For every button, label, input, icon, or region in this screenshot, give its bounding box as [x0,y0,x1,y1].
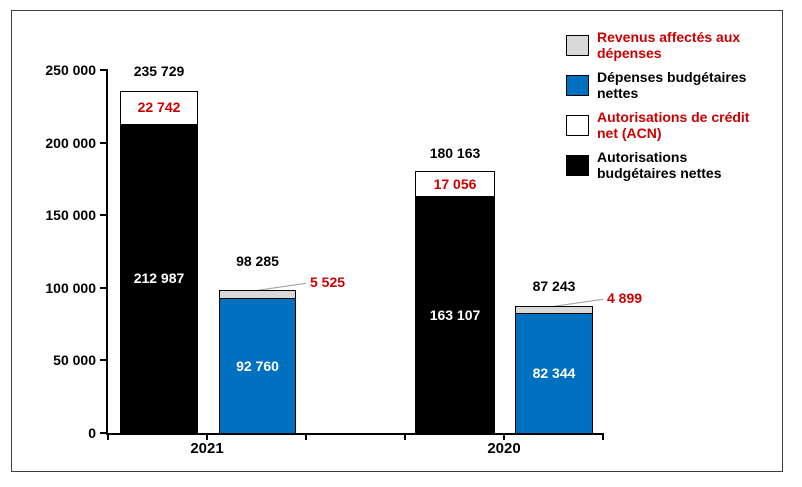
y-axis-tick [100,69,106,71]
y-axis-tick-label: 50 000 [53,352,96,369]
y-axis-tick [100,432,106,434]
bar-total-label: 180 163 [429,145,481,162]
legend-item: Autorisations budgétaires nettes [566,149,778,181]
y-axis-tick [100,141,106,144]
bar-segment-label: 22 742 [137,99,181,116]
bar-total-label: 87 243 [532,278,576,295]
bar-segment-label: 212 987 [133,270,185,287]
legend-item: Autorisations de crédit net (ACN) [566,109,778,141]
legend-swatch-icon [566,114,589,136]
x-category-label: 2021 [190,440,224,457]
bar-segment-label: 163 107 [429,306,481,323]
x-category-label: 2020 [487,440,521,457]
legend-label: Autorisations budgétaires nettes [597,149,722,181]
y-axis-tick-label: 100 000 [45,279,96,296]
x-axis-tick [206,435,208,440]
bar-segment-label: 17 056 [433,175,477,192]
y-axis-tick-label: 0 [88,425,96,441]
y-axis-tick-label: 150 000 [45,207,96,224]
bar-total-label: 235 729 [133,62,185,79]
bar-segment [415,196,495,434]
legend-label: Revenus affectés aux dépenses [597,29,741,61]
x-axis-tick [503,435,505,440]
legend-swatch-icon [566,154,589,176]
y-axis-line [106,69,108,435]
bar-segment [515,313,593,434]
y-axis-tick [100,359,106,362]
legend-swatch-icon [566,74,589,96]
bar-segment [219,290,296,300]
legend-label: Dépenses budgétaires nettes [597,69,747,101]
x-axis-tick [404,435,406,440]
y-axis-tick-label: 250 000 [45,62,96,78]
x-axis-tick [107,435,109,440]
x-axis-tick [602,435,604,440]
x-axis-tick [305,435,307,440]
y-axis-tick [100,214,106,217]
bar-segment [219,298,296,434]
legend-label: Autorisations de crédit net (ACN) [597,109,750,141]
bar-segment-label: 92 760 [236,357,279,374]
callout-label: 4 899 [607,290,643,307]
leader-line [257,282,307,291]
bar-total-label: 98 285 [236,253,279,270]
bar-segment [515,306,593,315]
bar-segment [415,171,495,198]
bar-segment-label: 82 344 [532,365,576,382]
callout-label: 5 525 [310,274,346,291]
legend-item: Dépenses budgétaires nettes [566,69,778,101]
legend: Revenus affectés aux dépenses Dépenses bud… [566,29,778,189]
x-axis-line [106,433,604,435]
bar-segment [120,123,198,434]
y-axis-tick-label: 200 000 [45,134,96,151]
leader-line [553,298,604,307]
legend-item: Revenus affectés aux dépenses [566,29,778,61]
legend-swatch-icon [566,34,589,56]
bar-segment [120,90,198,125]
y-axis-tick [100,286,106,289]
